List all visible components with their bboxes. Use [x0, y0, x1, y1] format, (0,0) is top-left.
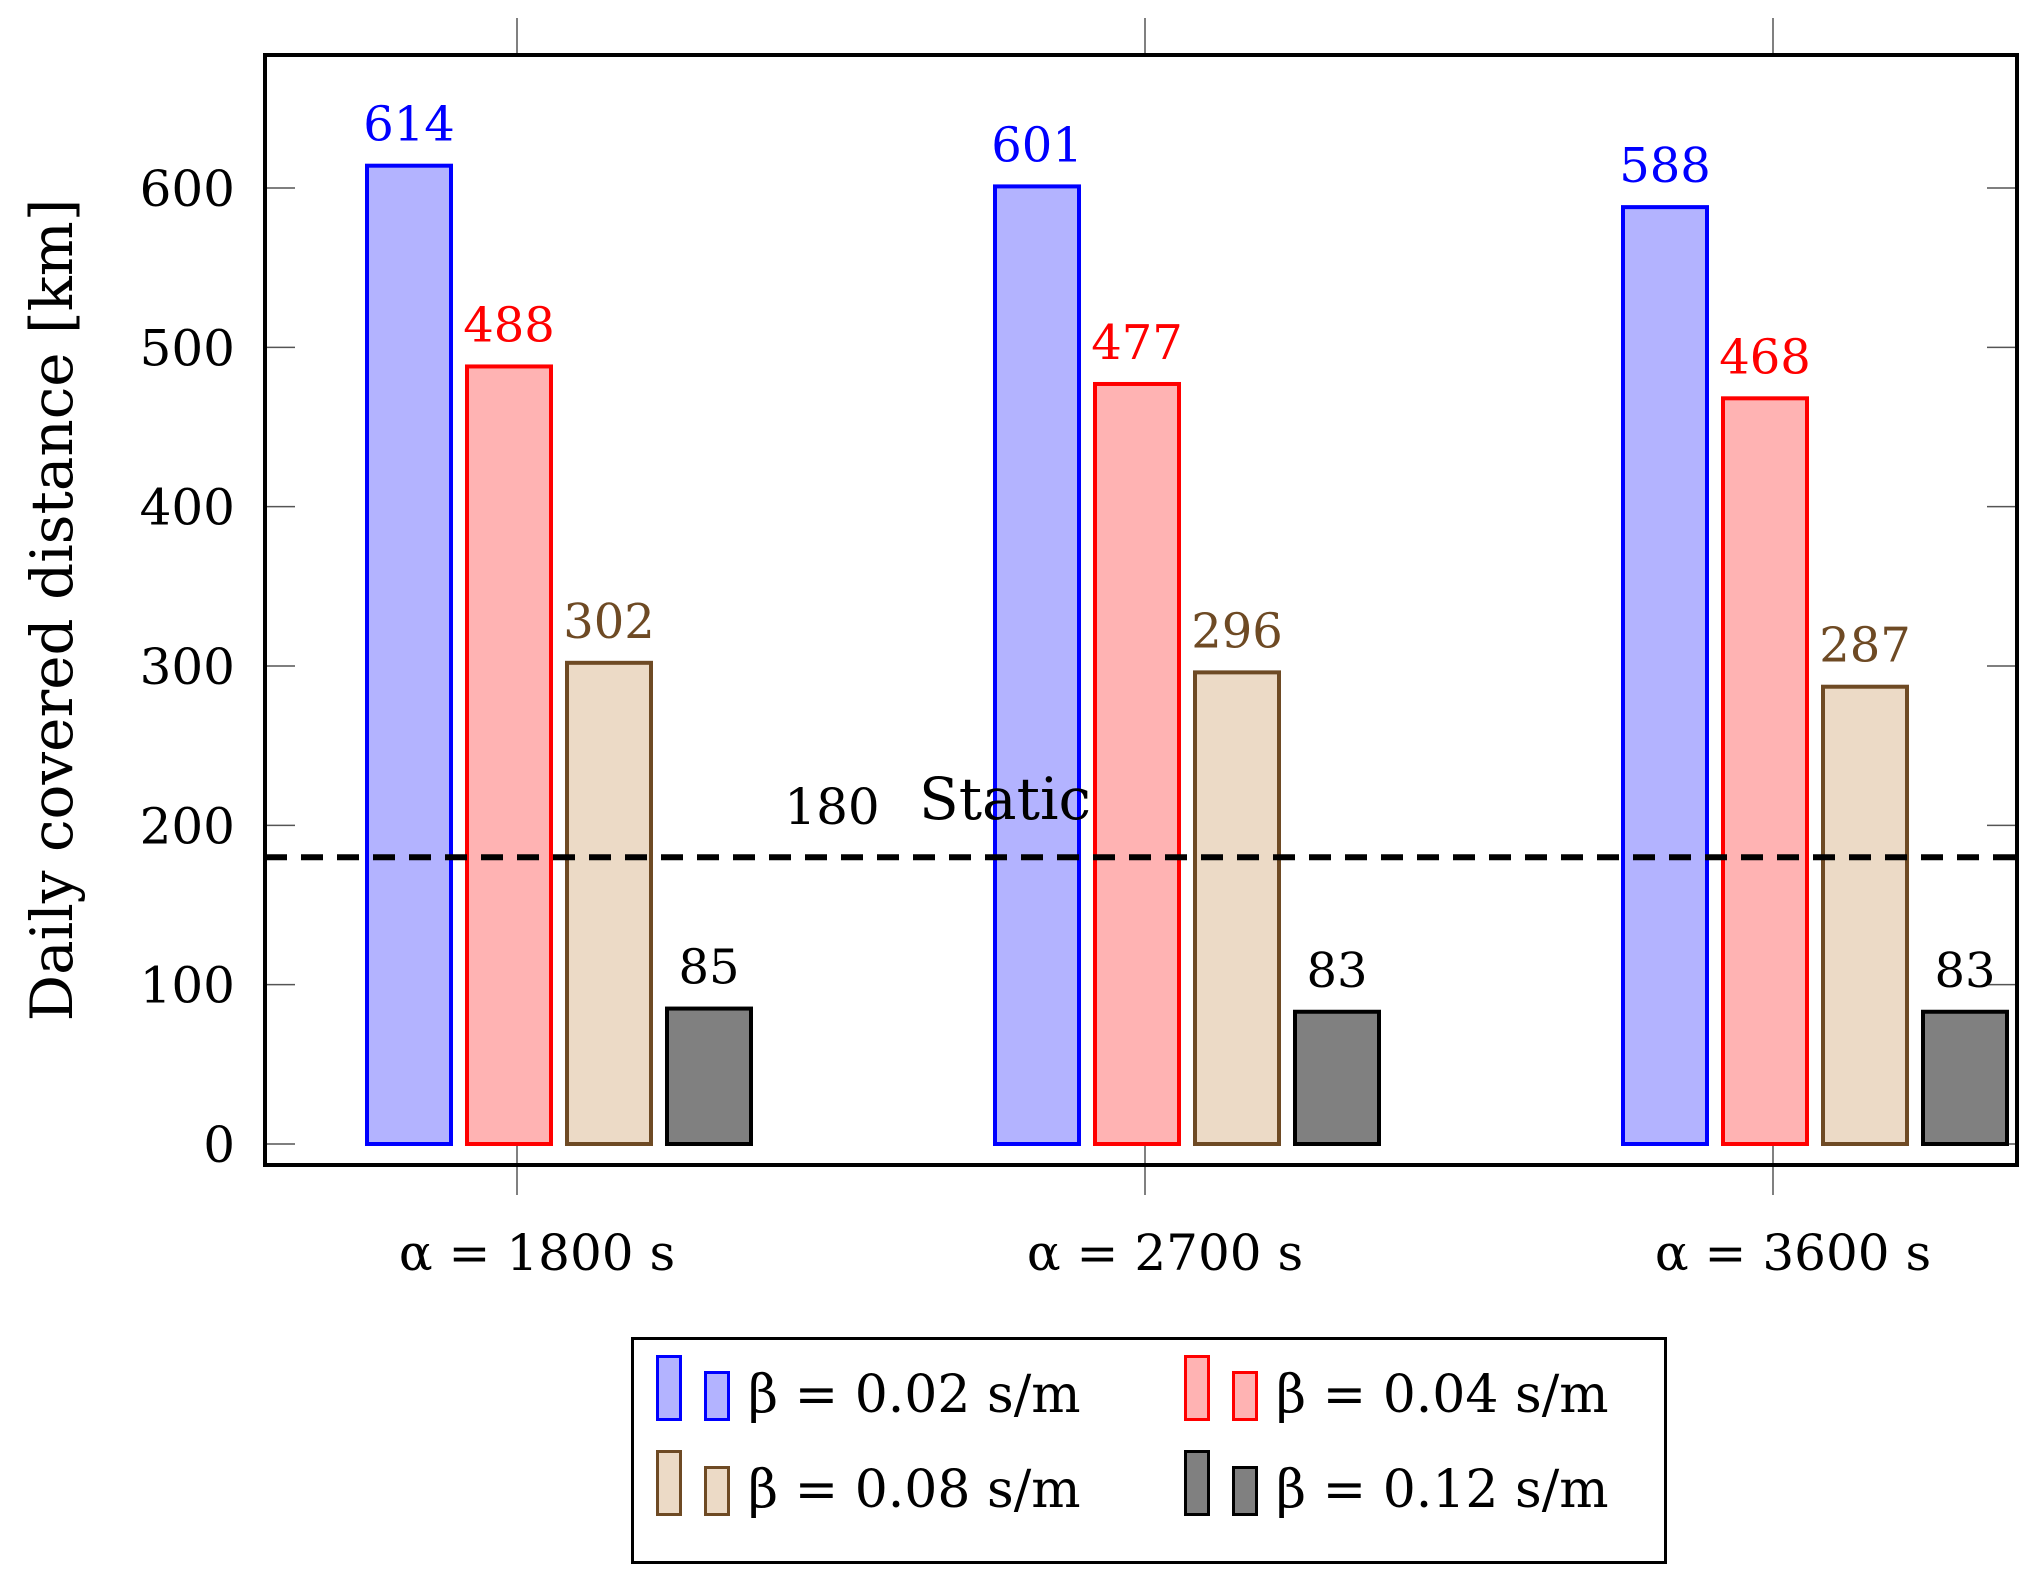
y-tick-label: 200	[140, 797, 235, 855]
data-label: 302	[563, 594, 655, 650]
x-tick-label: α = 1800 s	[399, 1224, 675, 1282]
legend-label: β = 0.04 s/m	[1276, 1365, 1609, 1425]
y-tick-label: 600	[140, 160, 235, 218]
y-tick-label: 100	[140, 957, 235, 1015]
x-tick-label: α = 2700 s	[1027, 1224, 1303, 1282]
bar	[1921, 1009, 2009, 1147]
legend-label: β = 0.08 s/m	[748, 1460, 1081, 1520]
legend-swatch	[656, 1355, 682, 1421]
legend: β = 0.02 s/m β = 0.04 s/m β = 0.08 s/m β = …	[631, 1337, 1667, 1564]
legend-swatch	[1232, 1466, 1258, 1516]
bar	[565, 660, 653, 1147]
legend-swatch	[704, 1466, 730, 1516]
bar	[665, 1006, 753, 1146]
y-tick-labels: 0 100 200 300 400 500 600	[140, 160, 235, 1174]
bar	[1293, 1009, 1381, 1147]
data-label: 287	[1819, 618, 1911, 674]
data-label: 601	[991, 117, 1083, 173]
data-label: 468	[1719, 329, 1811, 385]
data-label: 488	[463, 297, 555, 353]
bar	[993, 184, 1081, 1146]
legend-swatch	[1184, 1450, 1210, 1516]
bar	[1621, 205, 1709, 1146]
legend-label: β = 0.02 s/m	[748, 1365, 1081, 1425]
legend-swatch	[656, 1450, 682, 1516]
bar	[365, 163, 453, 1146]
data-label: 83	[1306, 943, 1367, 999]
data-label: 296	[1191, 603, 1283, 659]
reference-value-label: 180	[784, 778, 879, 836]
legend-swatch	[1184, 1355, 1210, 1421]
y-tick-label: 300	[140, 638, 235, 696]
reference-line-label: Static	[919, 765, 1091, 833]
legend-swatch	[704, 1371, 730, 1421]
data-label: 588	[1619, 138, 1711, 194]
x-tick-label: α = 3600 s	[1655, 1224, 1931, 1282]
bar	[1721, 396, 1809, 1146]
bar	[1193, 670, 1281, 1147]
bar-group	[365, 163, 2009, 1147]
y-tick-label: 0	[203, 1116, 235, 1174]
y-tick-label: 500	[140, 319, 235, 377]
data-label: 477	[1091, 315, 1183, 371]
axis-ticks	[265, 18, 2017, 1195]
plot-frame	[263, 53, 2019, 1167]
value-labels: 614 601 588 488 477 468 302 296 287 85 83 83	[363, 97, 1995, 999]
y-tick-label: 400	[140, 479, 235, 537]
x-tick-labels: α = 1800 s α = 2700 s α = 3600 s	[399, 1224, 1931, 1282]
legend-label: β = 0.12 s/m	[1276, 1460, 1609, 1520]
reference-line-group: 180 Static	[265, 765, 2017, 861]
bar	[465, 364, 553, 1147]
legend-swatch	[1232, 1371, 1258, 1421]
data-label: 83	[1934, 943, 1995, 999]
data-label: 614	[363, 97, 455, 153]
y-axis-label: Daily covered distance [km]	[18, 199, 86, 1022]
data-label: 85	[678, 940, 739, 996]
bar	[1821, 684, 1909, 1146]
bar	[1093, 381, 1181, 1147]
